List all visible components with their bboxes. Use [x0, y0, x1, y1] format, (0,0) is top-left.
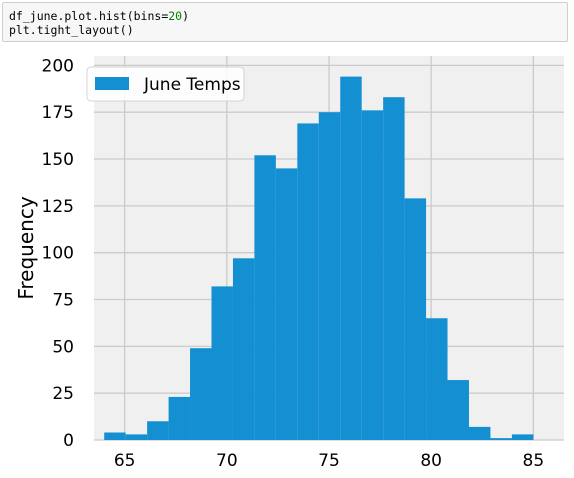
- output-area: 0 25 50 75 100 125 150 175 200 65 70 75 80 85 Freque…: [0, 48, 574, 473]
- code-line-1-number: 20: [168, 9, 183, 23]
- histogram-bar: [340, 76, 362, 441]
- x-tick-label: 70: [216, 451, 238, 471]
- code-line-1-prefix: df_june.plot.hist(bins=: [9, 9, 169, 23]
- histogram-bar: [275, 168, 298, 440]
- code-line-1-suffix: ): [182, 9, 190, 23]
- y-tick-label: 125: [42, 197, 74, 217]
- x-tick-label: 75: [318, 451, 340, 471]
- code-cell[interactable]: df_june.plot.hist(bins=20) plt.tight_lay…: [2, 2, 568, 42]
- y-tick-label: 50: [52, 337, 74, 357]
- y-tick-labels: 0 25 50 75 100 125 150 175 200: [42, 56, 74, 451]
- histogram-chart: 0 25 50 75 100 125 150 175 200 65 70 75 80 85 Freque…: [14, 56, 564, 471]
- histogram-bar: [426, 318, 448, 440]
- y-tick-label: 100: [42, 244, 74, 264]
- histogram-bar: [490, 438, 512, 440]
- histogram-bar: [211, 286, 233, 440]
- histogram-bar: [468, 426, 491, 440]
- legend: June Temps: [86, 66, 245, 102]
- histogram-bar: [147, 421, 169, 440]
- legend-swatch: [95, 77, 129, 90]
- y-tick-label: 25: [52, 384, 74, 404]
- y-axis-label: Frequency: [14, 196, 38, 299]
- histogram-bar: [190, 348, 212, 440]
- histogram-bar: [361, 110, 384, 440]
- legend-label: June Temps: [143, 75, 241, 95]
- x-tick-label: 80: [420, 451, 442, 471]
- histogram-bar: [404, 198, 427, 440]
- y-tick-label: 0: [63, 431, 74, 451]
- histogram-bar: [318, 112, 341, 440]
- x-tick-label: 85: [523, 451, 545, 471]
- histogram-bar: [232, 258, 255, 440]
- histogram-bar: [447, 380, 469, 440]
- y-tick-label: 150: [42, 150, 74, 170]
- code-line-1: df_june.plot.hist(bins=20): [9, 9, 561, 23]
- x-tick-label: 65: [114, 451, 136, 471]
- histogram-bar: [511, 434, 534, 440]
- legend-box: [86, 66, 245, 102]
- histogram-bar: [125, 434, 148, 440]
- histogram-bar: [104, 432, 126, 440]
- histogram-bars: [104, 76, 534, 441]
- histogram-bar: [383, 97, 405, 441]
- y-tick-label: 175: [42, 103, 74, 123]
- histogram-bar: [168, 396, 191, 440]
- y-tick-label: 75: [52, 291, 74, 311]
- x-tick-labels: 65 70 75 80 85: [114, 451, 544, 471]
- histogram-bar: [254, 155, 276, 440]
- y-tick-label: 200: [42, 56, 74, 76]
- histogram-bar: [297, 123, 319, 440]
- code-line-2: plt.tight_layout(): [9, 23, 134, 37]
